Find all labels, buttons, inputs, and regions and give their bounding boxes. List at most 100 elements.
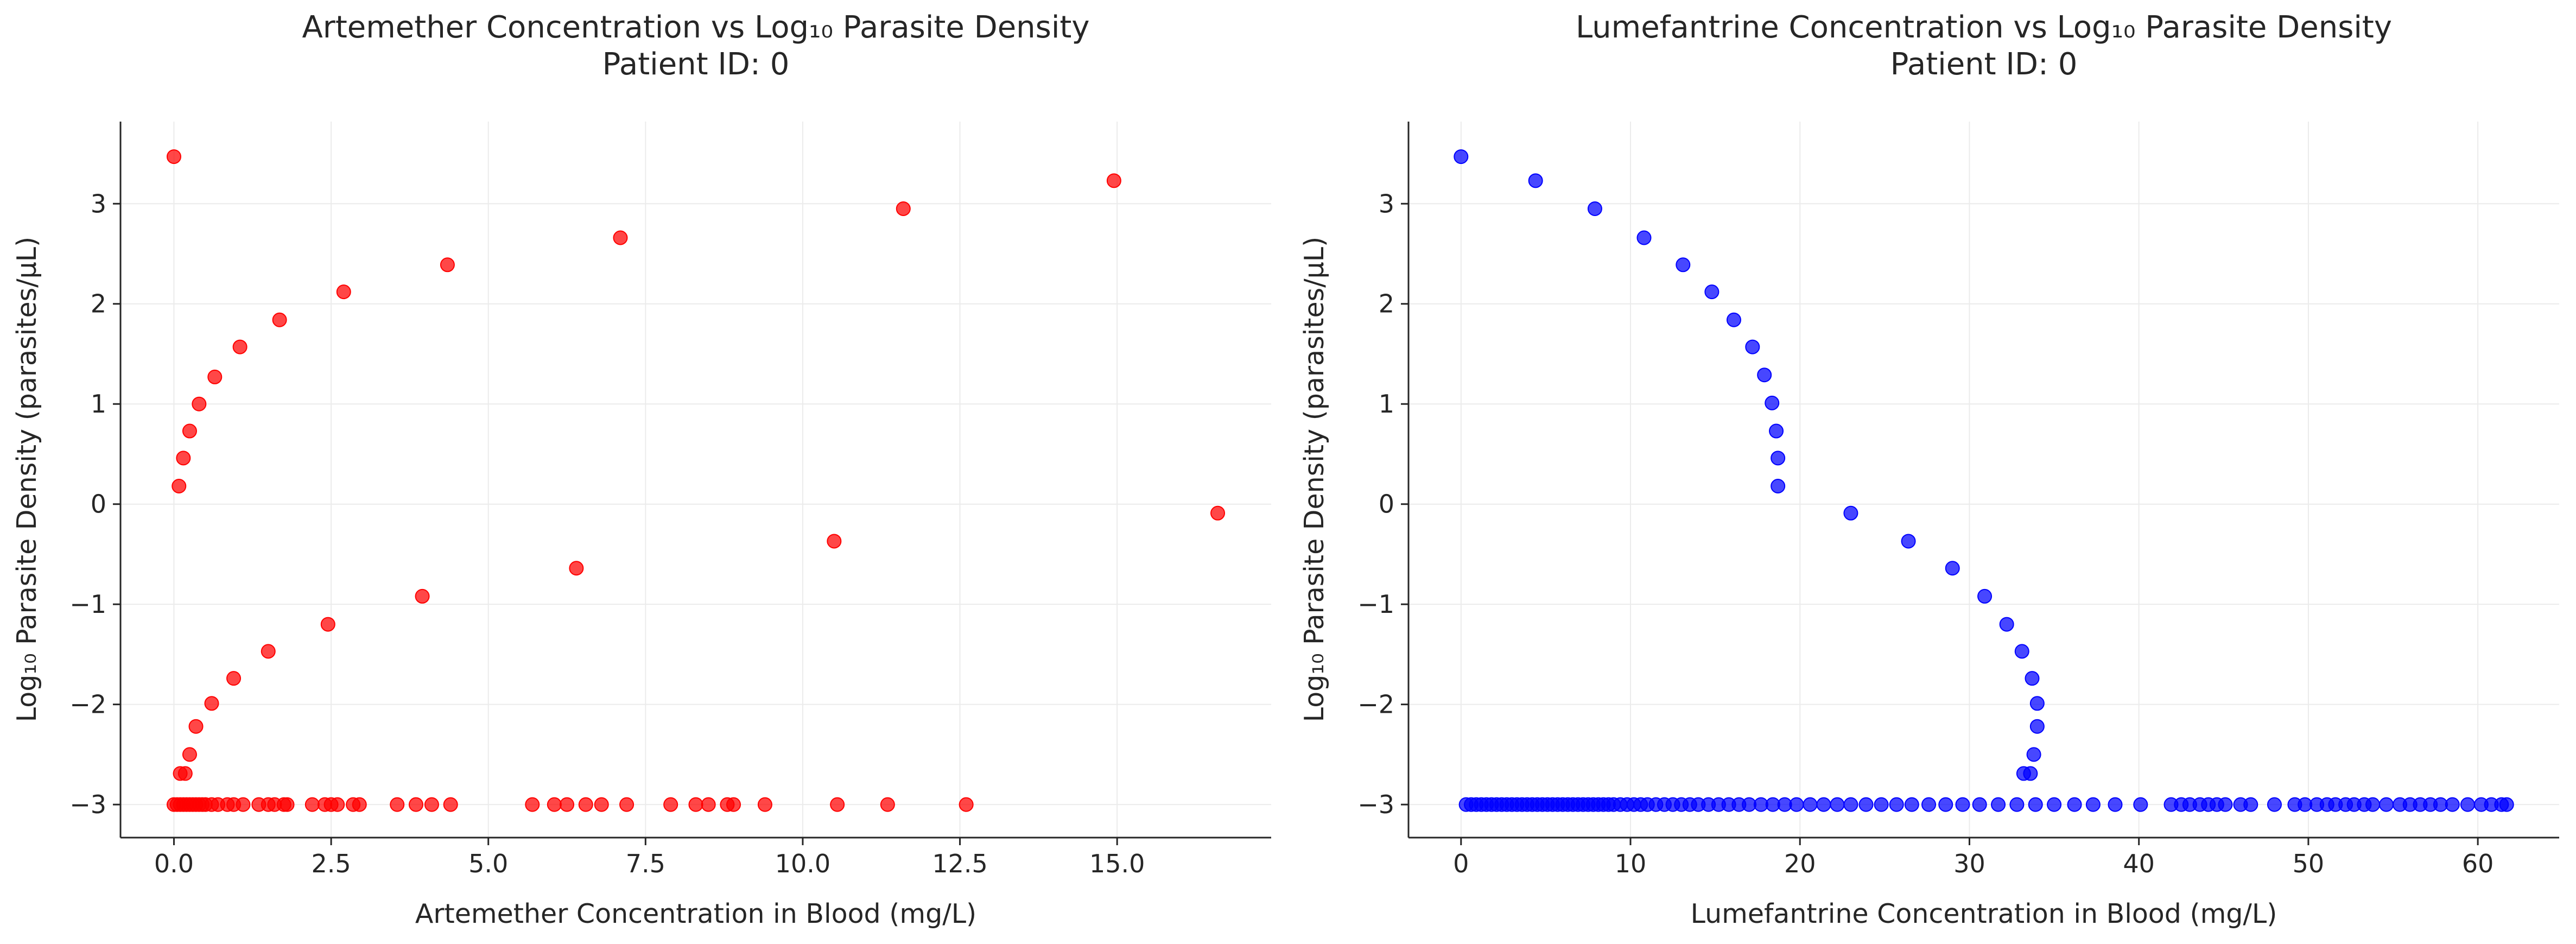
left-chart-data-point <box>177 766 193 781</box>
right-chart-y-tick-label: 3 <box>1379 189 1394 218</box>
right-chart-x-tick-label: 10 <box>1615 849 1647 878</box>
left-chart-y-tick-label: −3 <box>69 790 106 819</box>
left-chart-x-tick-label: 0.0 <box>154 849 194 878</box>
right-chart-y-axis-label: Log₁₀ Parasite Density (parasites/μL) <box>1299 237 1330 722</box>
left-chart-x-tick-label: 2.5 <box>312 849 351 878</box>
left-chart-data-point <box>830 797 845 812</box>
left-chart-data-point <box>560 797 575 812</box>
right-chart-x-axis-label: Lumefantrine Concentration in Blood (mg/… <box>1691 898 2277 929</box>
right-chart-data-point <box>1789 797 1804 812</box>
left-chart-x-tick-label: 7.5 <box>626 849 665 878</box>
right-chart-data-point <box>1803 797 1818 812</box>
left-chart-data-point <box>619 797 635 812</box>
right-chart-data-point <box>2025 671 2040 686</box>
left-chart-data-point <box>726 797 741 812</box>
left-chart-data-point <box>182 747 197 762</box>
left-chart-title: Artemether Concentration vs Log₁₀ Parasi… <box>302 10 1089 45</box>
right-chart-data-point <box>2445 797 2460 812</box>
left-chart-x-tick-label: 5.0 <box>468 849 508 878</box>
right-chart-data-point <box>2218 797 2233 812</box>
right-chart-data-point <box>2267 797 2282 812</box>
left-chart: Artemether Concentration vs Log₁₀ Parasi… <box>11 10 1271 929</box>
right-chart-data-point <box>2023 766 2038 781</box>
right-chart-data-point <box>2029 696 2045 711</box>
right-chart-data-point <box>2460 797 2475 812</box>
left-chart-y-ticks: −3 −2 −1 0 1 2 3 <box>69 189 120 819</box>
right-chart-data-point <box>1726 312 1741 327</box>
left-chart-data-point <box>192 396 207 411</box>
right-chart-data-point <box>1991 797 2006 812</box>
right-chart-subtitle: Patient ID: 0 <box>1890 47 2078 82</box>
right-chart-y-tick-label: −3 <box>1357 790 1394 819</box>
right-chart-points <box>1454 149 2514 812</box>
left-chart-y-tick-label: 1 <box>91 389 106 419</box>
right-chart-data-point <box>1765 395 1780 410</box>
right-chart-data-point <box>2379 797 2394 812</box>
right-chart-y-tick-label: 1 <box>1379 389 1394 419</box>
right-chart-y-tick-label: −1 <box>1357 590 1394 619</box>
right-chart-data-point <box>2029 719 2045 734</box>
left-chart-data-point <box>336 284 351 300</box>
right-chart-data-point <box>1858 797 1874 812</box>
left-chart-data-point <box>408 797 423 812</box>
left-chart-data-point <box>352 797 367 812</box>
left-chart-y-axis-label: Log₁₀ Parasite Density (parasites/μL) <box>11 237 42 722</box>
right-chart-data-point <box>1830 797 1845 812</box>
left-chart-y-tick-label: −2 <box>69 690 106 719</box>
right-chart-data-point <box>1874 797 1889 812</box>
left-chart-x-axis-label: Artemether Concentration in Blood (mg/L) <box>415 898 976 929</box>
right-chart-data-point <box>2108 797 2123 812</box>
left-chart-y-tick-label: 2 <box>91 289 106 319</box>
right-chart-data-point <box>2028 797 2043 812</box>
right-chart-data-point <box>1977 588 1993 604</box>
left-chart-data-point <box>613 230 628 245</box>
right-chart-y-tick-label: −2 <box>1357 690 1394 719</box>
right-chart-data-point <box>1769 423 1784 439</box>
right-chart: Lumefantrine Concentration vs Log₁₀ Para… <box>1299 10 2559 929</box>
left-chart-y-tick-label: −1 <box>69 590 106 619</box>
right-chart-data-point <box>1889 797 1904 812</box>
left-chart-data-point <box>226 671 242 686</box>
right-chart-data-point <box>2133 797 2148 812</box>
left-chart-data-point <box>880 797 895 812</box>
left-chart-data-point <box>415 588 430 604</box>
left-chart-data-point <box>827 534 842 549</box>
left-chart-x-ticks: 0.0 2.5 5.0 7.5 10.0 12.5 15.0 <box>154 838 1145 878</box>
right-chart-data-point <box>1454 149 1469 164</box>
left-chart-data-point <box>578 797 593 812</box>
left-chart-data-point <box>424 797 439 812</box>
left-chart-data-point <box>320 617 335 632</box>
right-chart-y-tick-label: 2 <box>1379 289 1394 319</box>
right-chart-x-tick-label: 0 <box>1453 849 1469 878</box>
left-chart-data-point <box>757 797 772 812</box>
left-chart-data-point <box>182 423 197 439</box>
right-chart-data-point <box>2067 797 2082 812</box>
right-chart-data-point <box>1843 797 1858 812</box>
left-chart-data-point <box>330 797 345 812</box>
left-chart-y-tick-label: 3 <box>91 189 106 218</box>
left-chart-data-point <box>701 797 716 812</box>
right-chart-title: Lumefantrine Concentration vs Log₁₀ Para… <box>1576 10 2392 45</box>
right-chart-data-point <box>2009 797 2025 812</box>
right-chart-data-point <box>2085 797 2101 812</box>
right-chart-data-point <box>1972 797 1987 812</box>
right-chart-data-point <box>2014 644 2029 659</box>
left-chart-x-tick-label: 15.0 <box>1089 849 1145 878</box>
left-chart-x-tick-label: 10.0 <box>775 849 830 878</box>
left-chart-data-point <box>280 797 295 812</box>
left-chart-data-point <box>594 797 609 812</box>
left-chart-data-point <box>207 369 223 384</box>
right-chart-data-point <box>1999 617 2014 632</box>
left-chart-data-point <box>440 257 455 273</box>
right-chart-data-point <box>1945 561 1960 576</box>
right-chart-x-tick-label: 30 <box>1953 849 1985 878</box>
left-chart-points <box>166 149 1226 812</box>
left-chart-data-point <box>525 797 540 812</box>
right-chart-data-point <box>1757 368 1772 383</box>
right-chart-data-point <box>1904 797 1919 812</box>
right-chart-data-point <box>1587 201 1602 216</box>
right-chart-x-tick-label: 50 <box>2293 849 2325 878</box>
right-chart-x-tick-label: 40 <box>2123 849 2155 878</box>
left-chart-data-point <box>172 478 187 493</box>
right-chart-x-tick-label: 60 <box>2462 849 2494 878</box>
